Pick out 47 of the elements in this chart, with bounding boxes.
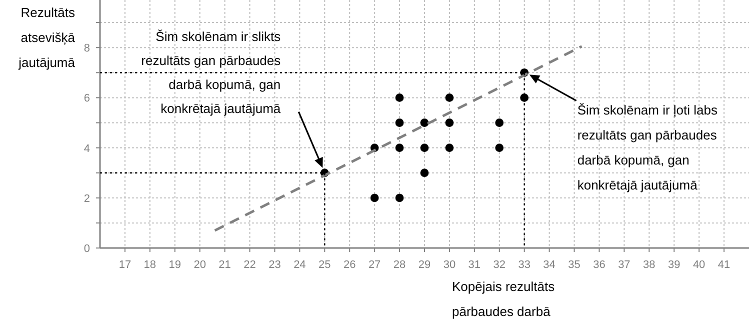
point	[395, 194, 404, 202]
x-tick-label: 21	[218, 259, 231, 271]
x-tick-label: 36	[593, 259, 606, 271]
x-tick-label: 32	[493, 259, 506, 271]
x-tick-label: 28	[393, 259, 406, 271]
x-tick-label: 20	[194, 259, 206, 271]
x-tick-label: 39	[668, 259, 680, 271]
x-tick-label: 29	[418, 259, 431, 271]
x-tick-label: 38	[643, 259, 656, 271]
point	[495, 118, 504, 127]
point	[395, 93, 404, 102]
x-tick-label: 18	[144, 259, 156, 271]
point	[495, 144, 504, 152]
x-tick-label: 41	[718, 259, 730, 271]
x-tick-label: 37	[618, 259, 630, 271]
x-tick-label: 33	[518, 259, 530, 271]
x-tick-label: 23	[268, 259, 281, 271]
x-tick-label: 35	[568, 259, 580, 271]
x-tick-label: 24	[294, 259, 306, 271]
x-tick-label: 26	[343, 259, 356, 271]
point	[445, 93, 454, 102]
y-tick-label: 2	[84, 192, 90, 205]
annotation: Šim skolēnam ir ļoti labs rezultāts gan pārbaudes darbā kopumā, gan konkrētajā jautājumā	[577, 102, 718, 193]
point	[420, 168, 429, 178]
point	[395, 118, 404, 127]
y-tick-label: 8	[84, 42, 90, 55]
x-tick-label: 25	[318, 259, 331, 271]
y-tick-label: 6	[84, 92, 90, 105]
x-tick-label: 34	[543, 259, 556, 271]
point	[370, 194, 379, 202]
x-tick-label: 40	[692, 259, 706, 271]
point	[445, 144, 454, 152]
annotation: Šim skolēnam ir slikts rezultāts gan pārbaudes darbā kopumā, gan konkrētajā jautājumā	[141, 28, 282, 116]
y-tick-label: 0	[84, 243, 90, 255]
point	[420, 144, 429, 152]
x-tick-label: 30	[443, 259, 456, 271]
y-axis-title: Rezultāts atsevišķā jautājumā	[18, 5, 76, 70]
y-tick-label: 4	[84, 142, 90, 155]
x-tick-label: 31	[468, 259, 481, 271]
x-axis-title: Kopējais rezultāts pārbaudes darbā	[452, 279, 556, 319]
x-tick-label: 19	[168, 259, 182, 271]
x-tick-label: 27	[368, 259, 381, 271]
x-tick-label: 22	[244, 259, 256, 271]
point	[420, 118, 429, 127]
point	[445, 118, 454, 127]
point	[395, 144, 404, 152]
x-tick-label: 17	[118, 259, 132, 271]
